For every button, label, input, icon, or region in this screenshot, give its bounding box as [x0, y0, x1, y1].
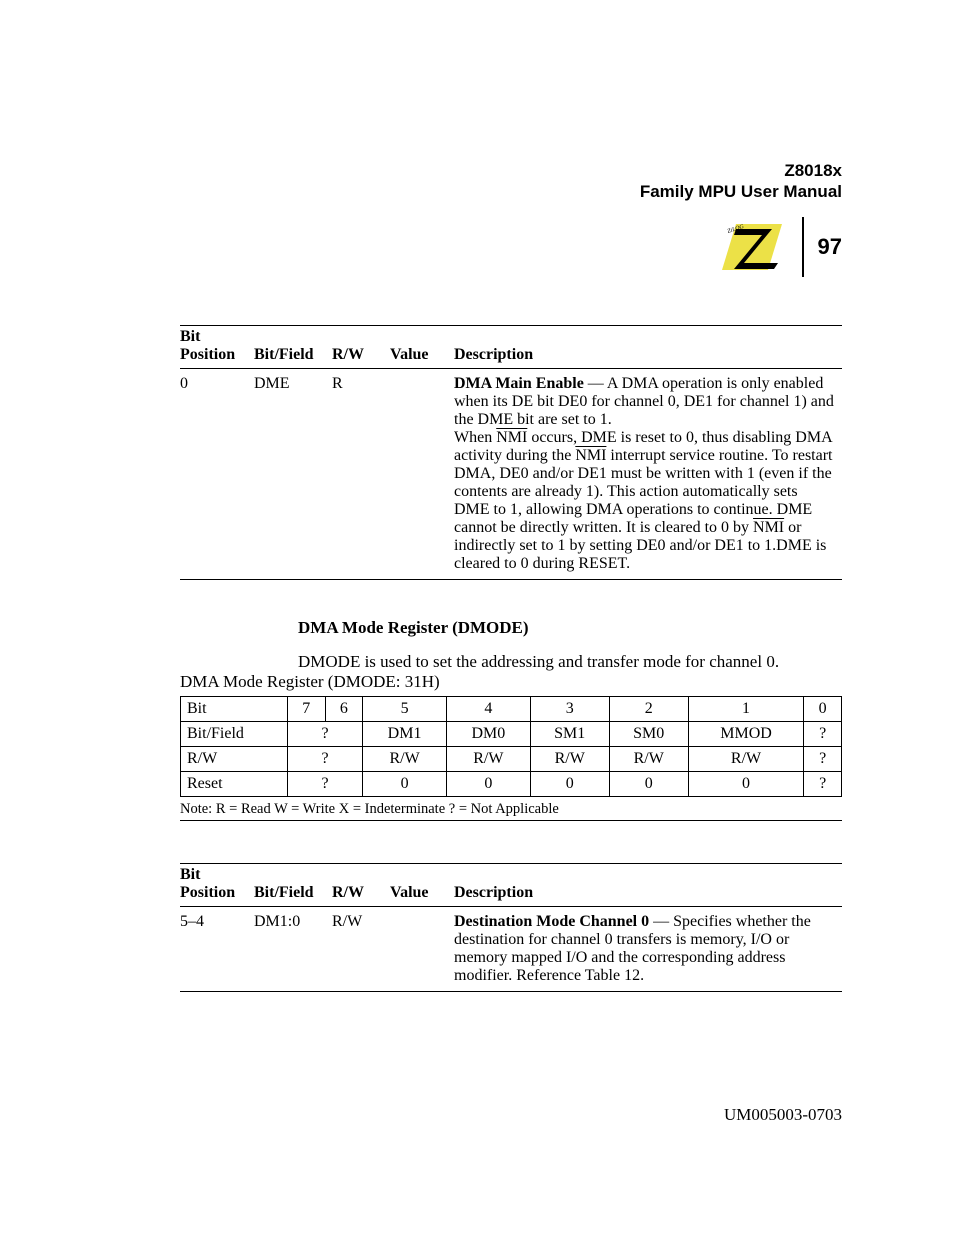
cell: 7 [288, 696, 326, 721]
row-label: Reset [181, 771, 288, 796]
bit-description-table-2: Bit Position Bit/Field R/W Value Descrip… [180, 863, 842, 992]
cell: ? [804, 771, 842, 796]
cell: 3 [530, 696, 609, 721]
cell: 0 [363, 771, 447, 796]
cell: ? [804, 721, 842, 746]
zilog-logo-icon: ZiLOG [716, 219, 788, 275]
cell: R/W [446, 746, 530, 771]
cell: 0 [804, 696, 842, 721]
cell: 5 [363, 696, 447, 721]
th-value: Value [390, 863, 454, 906]
section-title-dmode: DMA Mode Register (DMODE) [298, 618, 842, 638]
cell: R/W [530, 746, 609, 771]
page: Z8018x Family MPU User Manual ZiLOG 97 B… [0, 0, 954, 1235]
cell: 0 [530, 771, 609, 796]
cell: R/W [363, 746, 447, 771]
cell: R/W [688, 746, 804, 771]
table-row: 0 DME R DMA Main Enable — A DMA operatio… [180, 368, 842, 579]
logo-row: ZiLOG 97 [180, 217, 842, 277]
th-bit-field: Bit/Field [254, 863, 332, 906]
zilog-logo: ZiLOG [716, 217, 804, 277]
header-line-2: Family MPU User Manual [180, 181, 842, 202]
th-rw: R/W [332, 325, 390, 368]
th-value: Value [390, 325, 454, 368]
cell: 0 [446, 771, 530, 796]
table-row: Bit76543210 [181, 696, 842, 721]
th-bit-position: Bit Position [180, 325, 254, 368]
table-row: Reset?00000? [181, 771, 842, 796]
cell: SM0 [609, 721, 688, 746]
cell: 0 [609, 771, 688, 796]
row-label: R/W [181, 746, 288, 771]
page-number: 97 [818, 234, 842, 260]
cell-description: Destination Mode Channel 0 — Specifies w… [454, 906, 842, 991]
cell: 0 [688, 771, 804, 796]
cell: ? [288, 721, 363, 746]
cell-rw: R/W [332, 906, 390, 991]
th-rw: R/W [332, 863, 390, 906]
cell: DM0 [446, 721, 530, 746]
cell: ? [288, 771, 363, 796]
section-body-dmode: DMODE is used to set the addressing and … [180, 652, 842, 692]
cell: 4 [446, 696, 530, 721]
cell-value [390, 368, 454, 579]
header-line-1: Z8018x [180, 160, 842, 181]
cell-description: DMA Main Enable — A DMA operation is onl… [454, 368, 842, 579]
cell-bit-field: DM1:0 [254, 906, 332, 991]
cell: 1 [688, 696, 804, 721]
th-description: Description [454, 863, 842, 906]
cell: DM1 [363, 721, 447, 746]
cell: MMOD [688, 721, 804, 746]
row-label: Bit/Field [181, 721, 288, 746]
footer-doc-code: UM005003-0703 [724, 1105, 842, 1125]
cell-value [390, 906, 454, 991]
cell: SM1 [530, 721, 609, 746]
cell-bit-position: 5–4 [180, 906, 254, 991]
register-table-note: Note: R = Read W = Write X = Indetermina… [180, 797, 842, 821]
page-header: Z8018x Family MPU User Manual [180, 160, 842, 203]
cell-bit-position: 0 [180, 368, 254, 579]
cell: R/W [609, 746, 688, 771]
cell: 2 [609, 696, 688, 721]
bit-description-table-1: Bit Position Bit/Field R/W Value Descrip… [180, 325, 842, 580]
th-bit-position: Bit Position [180, 863, 254, 906]
table-row: 5–4 DM1:0 R/W Destination Mode Channel 0… [180, 906, 842, 991]
table-row: R/W?R/WR/WR/WR/WR/W? [181, 746, 842, 771]
th-description: Description [454, 325, 842, 368]
th-bit-field: Bit/Field [254, 325, 332, 368]
cell: ? [288, 746, 363, 771]
cell: 6 [325, 696, 363, 721]
cell-bit-field: DME [254, 368, 332, 579]
row-label: Bit [181, 696, 288, 721]
table-row: Bit/Field?DM1DM0SM1SM0MMOD? [181, 721, 842, 746]
cell-rw: R [332, 368, 390, 579]
cell: ? [804, 746, 842, 771]
register-layout-table: Bit76543210Bit/Field?DM1DM0SM1SM0MMOD?R/… [180, 696, 842, 797]
